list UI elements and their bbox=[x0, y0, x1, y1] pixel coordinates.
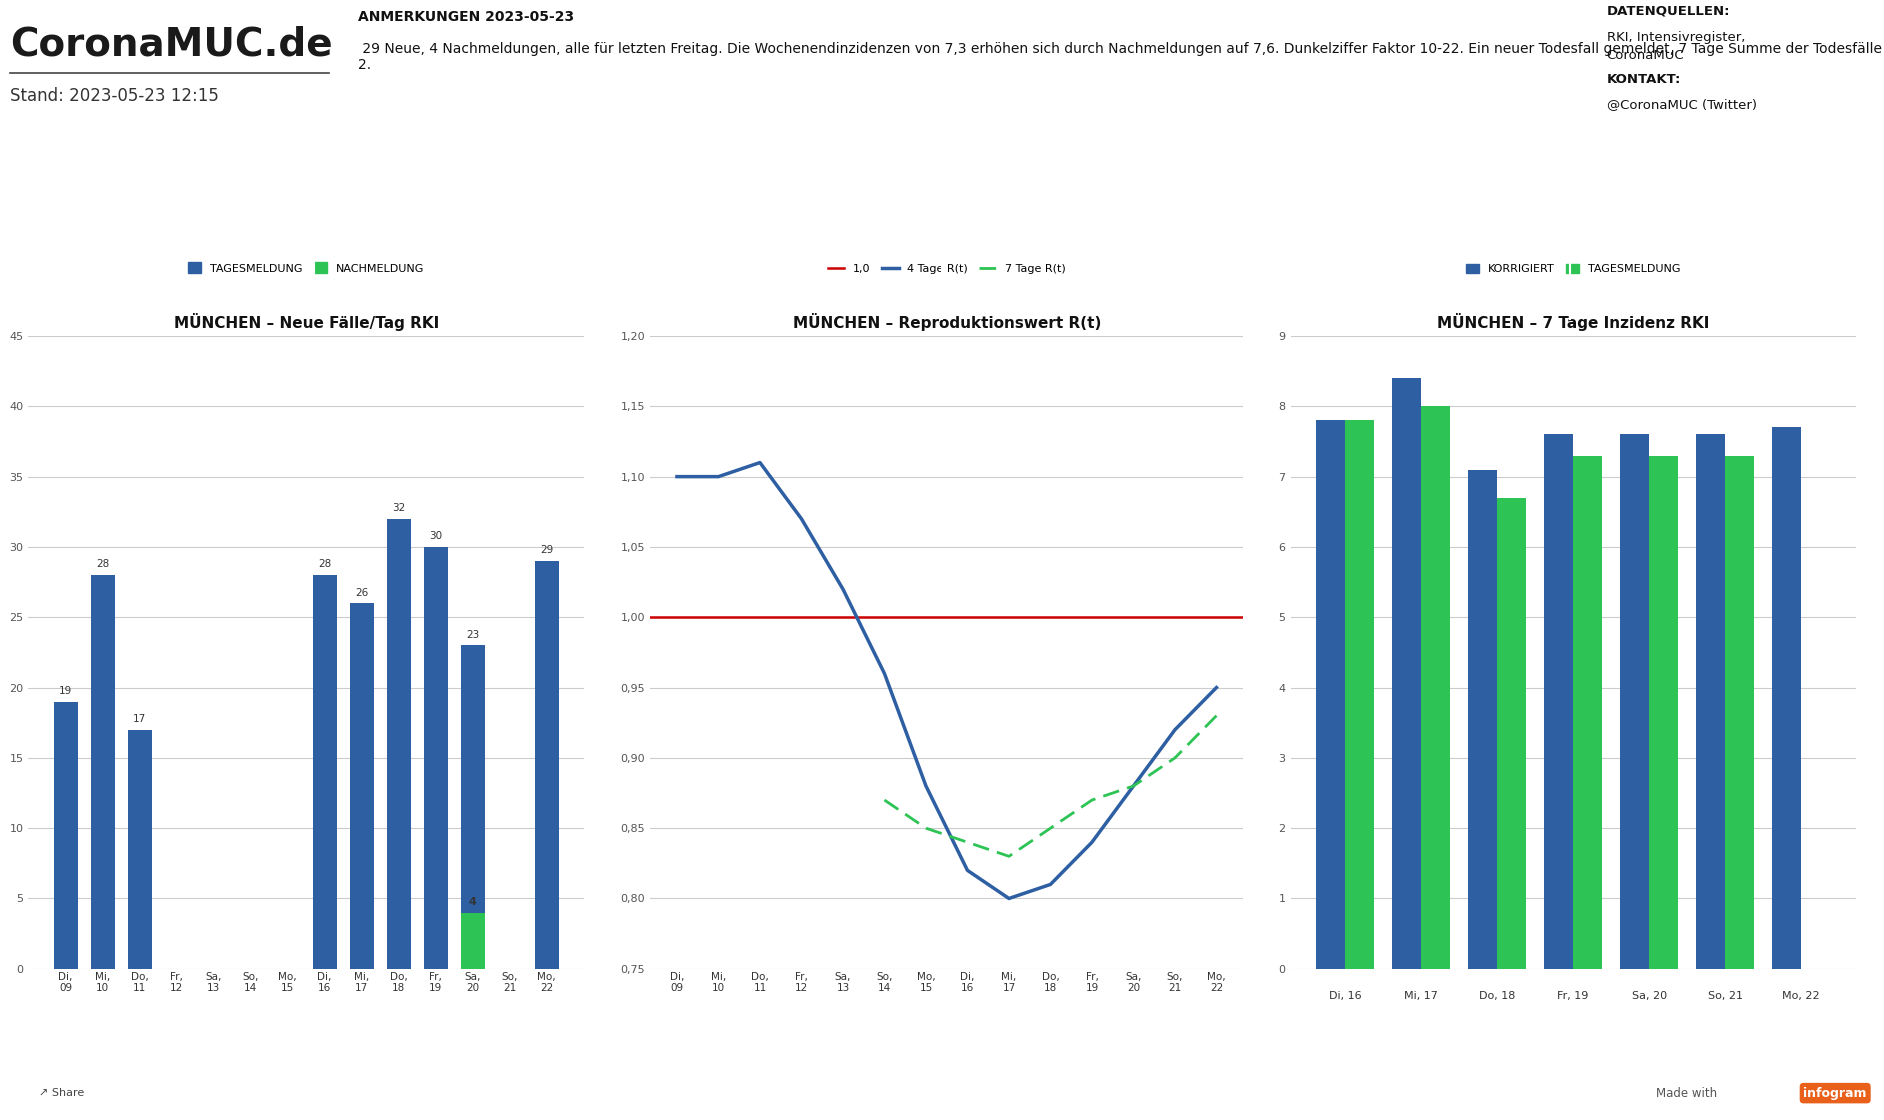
Legend: 1,0, 4 Tage R(t), 7 Tage R(t): 1,0, 4 Tage R(t), 7 Tage R(t) bbox=[823, 260, 1070, 278]
Text: VERÄNDERUNG: VERÄNDERUNG bbox=[812, 268, 902, 281]
Bar bbox=[1392, 379, 1421, 969]
Bar bbox=[462, 645, 484, 969]
Text: TODESFÄLLE: TODESFÄLLE bbox=[428, 149, 514, 162]
Text: Gesamt: 2.640: Gesamt: 2.640 bbox=[428, 268, 514, 281]
Title: MÜNCHEN – Reproduktionswert R(t): MÜNCHEN – Reproduktionswert R(t) bbox=[793, 312, 1100, 330]
Bar bbox=[1468, 469, 1498, 969]
Text: Made with: Made with bbox=[1656, 1086, 1716, 1100]
Text: BESTÄTIGTE FÄLLE: BESTÄTIGTE FÄLLE bbox=[92, 149, 222, 162]
Text: 17: 17 bbox=[134, 715, 147, 725]
Text: Di–Sa.*: Di–Sa.* bbox=[1705, 298, 1748, 311]
Text: 29: 29 bbox=[541, 545, 554, 556]
Text: +1: +1 bbox=[439, 190, 503, 233]
Bar bbox=[1498, 497, 1526, 969]
Title: MÜNCHEN – 7 Tage Inzidenz RKI: MÜNCHEN – 7 Tage Inzidenz RKI bbox=[1437, 312, 1709, 330]
Text: IFR/KH basiert: IFR/KH basiert bbox=[1057, 268, 1140, 281]
Text: REPRODUKTIONSWERT: REPRODUKTIONSWERT bbox=[1332, 149, 1494, 162]
Text: INTENSIVBETTENBELEGUNG: INTENSIVBETTENBELEGUNG bbox=[688, 149, 882, 162]
Text: Täglich: Täglich bbox=[765, 298, 806, 311]
Text: 26: 26 bbox=[354, 588, 367, 598]
Text: 10–22: 10–22 bbox=[1031, 190, 1168, 233]
Legend: TAGESMELDUNG, NACHMELDUNG: TAGESMELDUNG, NACHMELDUNG bbox=[183, 260, 430, 279]
Text: 30: 30 bbox=[430, 531, 443, 541]
Text: INZIDENZ RKI: INZIDENZ RKI bbox=[1679, 149, 1775, 162]
Text: DATENQUELLEN:: DATENQUELLEN: bbox=[1607, 4, 1730, 17]
Bar bbox=[1726, 456, 1754, 969]
Text: Di–Sa.*: Di–Sa.* bbox=[450, 298, 492, 311]
Text: Täglich: Täglich bbox=[1078, 298, 1119, 311]
Bar bbox=[1545, 435, 1573, 969]
Bar bbox=[90, 575, 115, 969]
Text: Di–Sa.*: Di–Sa.* bbox=[136, 298, 179, 311]
Text: +33: +33 bbox=[111, 190, 203, 233]
Bar bbox=[1573, 456, 1601, 969]
Legend: KORRIGIERT, TAGESMELDUNG: KORRIGIERT, TAGESMELDUNG bbox=[1462, 260, 1684, 279]
Text: 0,95 ▲: 0,95 ▲ bbox=[1338, 190, 1488, 233]
Text: Quelle: CoronaMUC: Quelle: CoronaMUC bbox=[1356, 268, 1470, 281]
Bar bbox=[53, 701, 77, 969]
Bar bbox=[350, 604, 373, 969]
Bar bbox=[424, 547, 448, 969]
Bar bbox=[462, 913, 484, 969]
Text: Stand: 2023-05-23 12:15: Stand: 2023-05-23 12:15 bbox=[9, 87, 219, 105]
Text: Gesamt: 721.365: Gesamt: 721.365 bbox=[106, 268, 207, 281]
Text: 28: 28 bbox=[318, 559, 332, 569]
Text: DUNKELZIFFER FAKTOR: DUNKELZIFFER FAKTOR bbox=[1017, 149, 1181, 162]
Text: 4: 4 bbox=[469, 897, 477, 907]
Bar bbox=[1773, 428, 1801, 969]
Bar bbox=[1345, 420, 1373, 969]
Text: RKI, Intensivregister,
CoronaMUC: RKI, Intensivregister, CoronaMUC bbox=[1607, 30, 1745, 62]
Text: 9: 9 bbox=[699, 194, 727, 236]
Bar bbox=[313, 575, 337, 969]
Bar bbox=[1648, 456, 1679, 969]
Text: 32: 32 bbox=[392, 503, 405, 513]
Bar bbox=[1317, 420, 1345, 969]
Bar bbox=[1696, 435, 1726, 969]
Title: MÜNCHEN – Neue Fälle/Tag RKI: MÜNCHEN – Neue Fälle/Tag RKI bbox=[173, 312, 439, 330]
Bar bbox=[1620, 435, 1648, 969]
Text: KONTAKT:: KONTAKT: bbox=[1607, 73, 1681, 86]
Bar bbox=[386, 519, 411, 969]
Text: * RKI Zahlen zu Inzidenz, Fallzahlen, Nachmeldungen und Todesfällen: Dienstag bi: * RKI Zahlen zu Inzidenz, Fallzahlen, Na… bbox=[375, 1053, 1509, 1071]
Text: MÜNCHEN: MÜNCHEN bbox=[682, 268, 742, 281]
Bar bbox=[535, 561, 560, 969]
Text: 19: 19 bbox=[58, 685, 72, 696]
Text: CoronaMUC.de: CoronaMUC.de bbox=[9, 26, 333, 63]
Text: ANMERKUNGEN 2023-05-23: ANMERKUNGEN 2023-05-23 bbox=[358, 10, 575, 24]
Text: 7,7: 7,7 bbox=[1690, 190, 1763, 233]
Bar bbox=[1421, 407, 1451, 969]
Text: ↗ Share: ↗ Share bbox=[38, 1089, 85, 1098]
Bar bbox=[128, 730, 151, 969]
Text: infogram: infogram bbox=[1803, 1086, 1867, 1100]
Text: 23: 23 bbox=[465, 629, 479, 640]
Text: Täglich: Täglich bbox=[1392, 298, 1434, 311]
Text: 28: 28 bbox=[96, 559, 109, 569]
Text: -1: -1 bbox=[835, 194, 880, 236]
Text: 29 Neue, 4 Nachmeldungen, alle für letzten Freitag. Die Wochenendinzidenzen von : 29 Neue, 4 Nachmeldungen, alle für letzt… bbox=[358, 41, 1882, 72]
Text: @CoronaMUC (Twitter): @CoronaMUC (Twitter) bbox=[1607, 99, 1756, 111]
